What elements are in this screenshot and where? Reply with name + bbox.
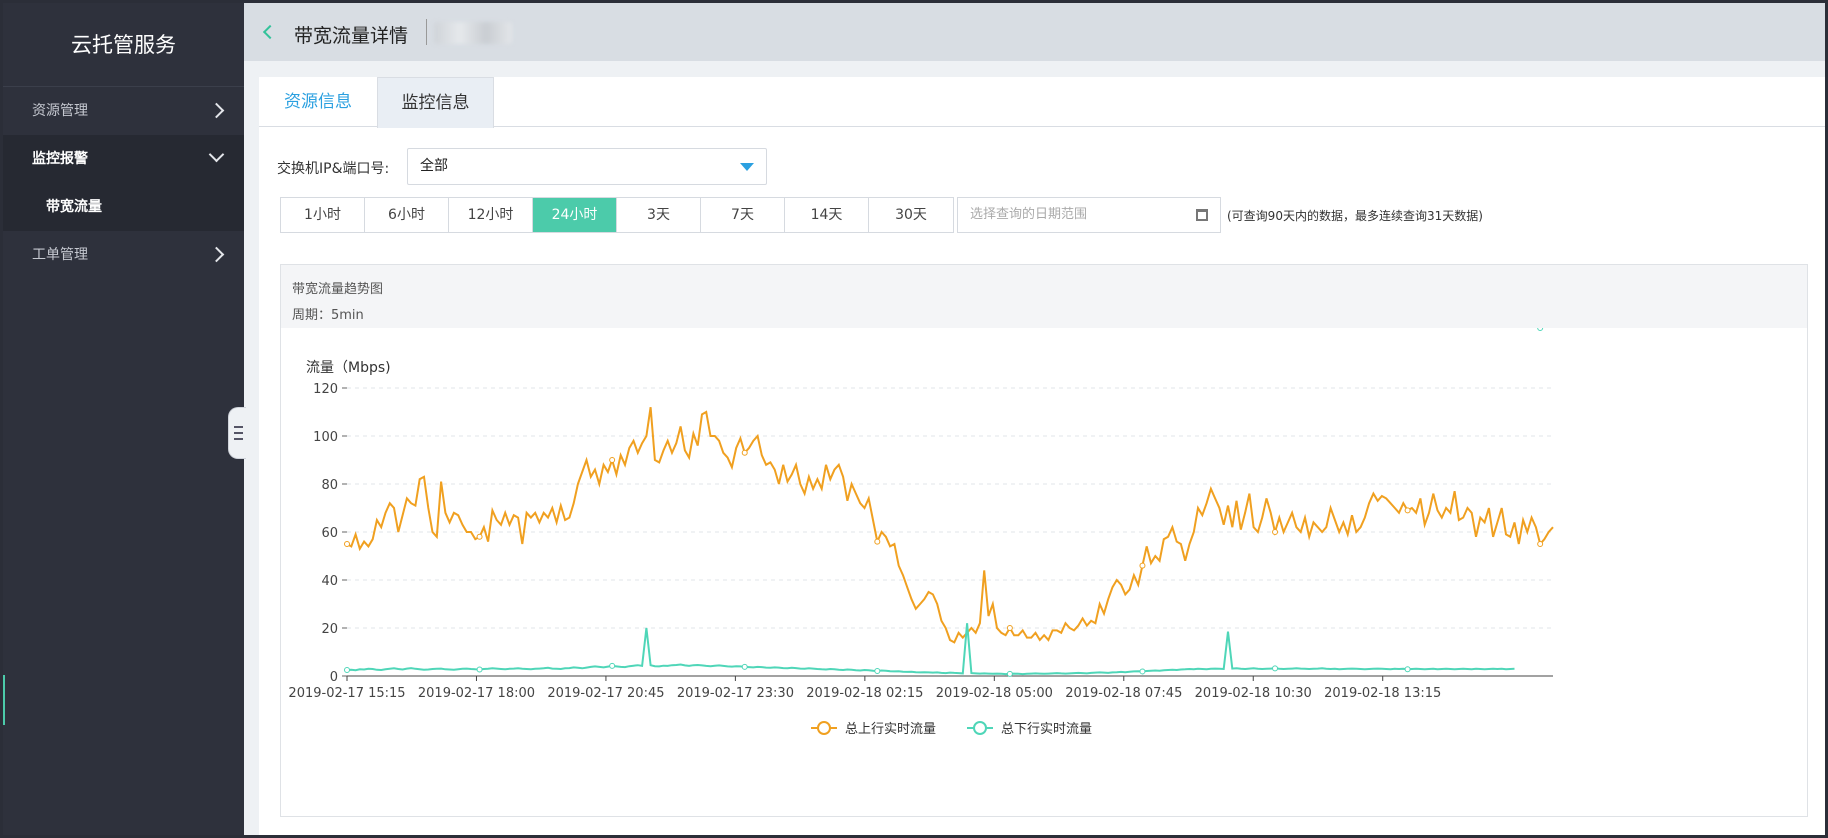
sidebar-collapse-handle[interactable] [228,407,246,459]
chevron-right-icon [208,246,225,263]
range-30d[interactable]: 30天 [895,207,927,223]
data-point [609,457,616,463]
sidebar-item-tickets[interactable]: 工单管理 [3,231,244,279]
chevron-right-icon [208,102,225,119]
tab-resource-info[interactable]: 资源信息 [284,92,352,112]
time-range-group: 1小时 6小时 12小时 24小时 3天 7天 14天 30天 [280,197,954,233]
chart-header: 带宽流量趋势图 周期：5min [281,265,1807,328]
data-point [741,663,748,670]
header: 带宽流量详情 [244,3,1825,61]
data-point [1139,562,1146,569]
redacted-resource-id [434,22,512,44]
x-tick-label: 2019-02-18 07:45 [1065,686,1182,701]
data-point [476,666,483,673]
data-point [476,533,483,540]
range-3d[interactable]: 3天 [617,198,701,232]
menu-icon [234,438,243,440]
y-tick-label: 60 [321,526,338,541]
data-point [1272,529,1279,535]
y-tick-label: 40 [321,574,338,589]
x-tick-label: 2019-02-18 10:30 [1195,686,1312,701]
tab-bar: 资源信息 监控信息 [259,77,1825,128]
data-point [1537,541,1544,547]
y-tick-label: 80 [321,478,338,493]
brand-title: 云托管服务 [3,3,244,87]
legend-label[interactable]: 总上行实时流量 [845,722,936,737]
chart-title: 带宽流量趋势图 [292,282,384,297]
series-line-uplink[interactable] [346,407,1554,644]
data-point [1006,625,1013,631]
chevron-down-icon [208,146,225,163]
divider [426,19,427,45]
chart-period: 周期：5min [292,308,364,323]
sidebar-item-label: 监控报警 [32,151,88,167]
bandwidth-chart-card: 带宽流量趋势图 周期：5min 流量（Mbps) 0 20 40 60 80 100 120… [280,264,1808,817]
data-point [1139,668,1146,675]
switch-port-select[interactable]: 全部 [407,148,767,185]
series-line-downlink[interactable] [346,623,1515,676]
x-tick-label: 2019-02-17 15:15 [288,686,405,701]
y-tick-label: 100 [313,430,338,445]
query-hint: (可查询90天内的数据，最多连续查询31天数据) [1227,209,1483,223]
data-point [874,538,881,545]
x-tick-label: 2019-02-18 05:00 [936,686,1053,701]
sidebar-item-label: 资源管理 [32,103,88,119]
y-tick-label: 20 [321,622,338,637]
page-title: 带宽流量详情 [294,25,409,47]
data-point [874,667,881,674]
bandwidth-line-chart[interactable]: 流量（Mbps) 0 20 40 60 80 100 120 2019-02-17 15:15… [281,325,1807,816]
active-indicator [3,675,5,725]
data-point [1272,665,1279,672]
data-point [609,662,616,669]
data-point [344,541,350,547]
data-point [1404,507,1411,514]
y-axis-label: 流量（Mbps) [306,360,391,376]
x-tick-label: 2019-02-17 23:30 [677,686,794,701]
data-point [1404,666,1411,673]
y-tick-label: 120 [313,382,338,397]
sidebar-item-label: 带宽流量 [46,199,102,215]
caret-down-icon [740,163,754,171]
range-7d[interactable]: 7天 [701,198,785,232]
range-1h[interactable]: 1小时 [281,198,365,232]
range-24h[interactable]: 24小时 [533,198,617,232]
legend-label[interactable]: 总下行实时流量 [1001,722,1092,737]
data-point [1006,670,1013,677]
range-12h[interactable]: 12小时 [449,198,533,232]
range-14d[interactable]: 14天 [785,198,869,232]
menu-icon [234,432,243,434]
x-tick-label: 2019-02-18 02:15 [806,686,923,701]
sidebar: 云托管服务 资源管理 监控报警 带宽流量 工单管理 [3,3,244,835]
data-point [1537,325,1544,331]
calendar-icon[interactable] [1196,209,1208,221]
select-value: 全部 [420,158,448,174]
switch-filter-label: 交换机IP&端口号: [277,161,390,177]
legend-marker [973,721,987,735]
range-6h[interactable]: 6小时 [365,198,449,232]
sidebar-item-label: 工单管理 [32,247,88,263]
app-window: 云托管服务 资源管理 监控报警 带宽流量 工单管理 带宽流量详情 资源信息 监控… [3,3,1825,835]
data-point [741,449,748,456]
menu-icon [234,426,243,428]
date-range-input[interactable]: 选择查询的日期范围 [957,197,1221,233]
y-tick-label: 0 [330,670,338,685]
data-point [344,667,350,673]
tab-monitor-info[interactable]: 监控信息 [377,77,494,128]
content-panel: 资源信息 监控信息 交换机IP&端口号: 全部 1小时 6小时 12小时 24小… [259,77,1825,835]
date-placeholder: 选择查询的日期范围 [970,207,1088,222]
sidebar-item-bandwidth[interactable]: 带宽流量 [3,183,244,231]
x-tick-label: 2019-02-17 18:00 [418,686,535,701]
legend-marker [817,721,831,735]
sidebar-item-monitor[interactable]: 监控报警 [3,135,244,183]
back-arrow-icon[interactable] [262,24,278,40]
x-tick-label: 2019-02-18 13:15 [1324,686,1441,701]
x-tick-label: 2019-02-17 20:45 [547,686,664,701]
sidebar-item-resource[interactable]: 资源管理 [3,87,244,135]
